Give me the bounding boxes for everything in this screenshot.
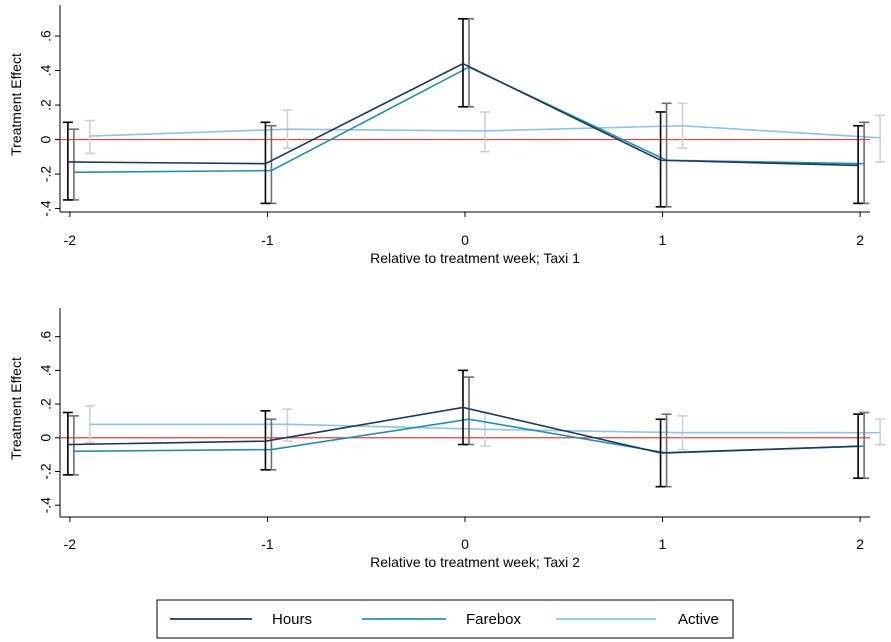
line-hours (67, 406, 859, 454)
y-tick-label: .4 (38, 364, 54, 376)
x-tick-label: 2 (856, 232, 864, 248)
y-tick-label: .2 (38, 398, 54, 410)
x-tick-label: 0 (461, 536, 469, 552)
legend-label-active: Active (678, 611, 719, 628)
x-tick-label: 2 (856, 536, 864, 552)
y-tick-label: .2 (38, 99, 54, 111)
x-axis-label: Relative to treatment week; Taxi 2 (370, 554, 580, 570)
x-tick-label: -1 (261, 536, 274, 552)
legend: Hours Farebox Active (156, 599, 734, 639)
legend-label-hours: Hours (272, 611, 312, 628)
y-axis-label: Treatment Effect (8, 357, 24, 460)
series-hours (62, 17, 864, 208)
line-active (89, 423, 881, 434)
x-tick-label: -2 (64, 536, 77, 552)
series-hours (62, 369, 864, 488)
x-tick-label: 0 (461, 232, 469, 248)
series-farebox (68, 376, 870, 488)
y-tick-label: .6 (38, 30, 54, 42)
line-hours (67, 62, 859, 167)
y-tick-label: .6 (38, 331, 54, 343)
y-tick-label: -.2 (38, 463, 54, 480)
x-tick-label: -2 (64, 232, 77, 248)
legend-label-farebox: Farebox (466, 611, 522, 628)
x-tick-label: 1 (659, 536, 667, 552)
x-tick-label: 1 (659, 232, 667, 248)
y-tick-label: -.4 (38, 200, 54, 217)
line-active (89, 124, 881, 139)
y-tick-label: 0 (38, 434, 54, 442)
y-tick-label: -.4 (38, 497, 54, 514)
x-axis-label: Relative to treatment week; Taxi 1 (370, 250, 580, 266)
chart-panel-taxi-2: -.4 -.2 0 .2 .4 .6 -2 -1 0 1 2 Relative to treatmen… (8, 308, 886, 570)
series-active (84, 102, 886, 163)
y-tick-label: 0 (38, 135, 54, 143)
y-tick-label: -.2 (38, 166, 54, 183)
y-tick-label: .4 (38, 65, 54, 77)
series-farebox (68, 17, 870, 208)
y-axis-label: Treatment Effect (8, 53, 24, 156)
x-tick-label: -1 (261, 232, 274, 248)
chart-panel-taxi-1: -.4 -.2 0 .2 .4 .6 -2 -1 0 1 2 Relative to treatmen… (8, 5, 886, 266)
